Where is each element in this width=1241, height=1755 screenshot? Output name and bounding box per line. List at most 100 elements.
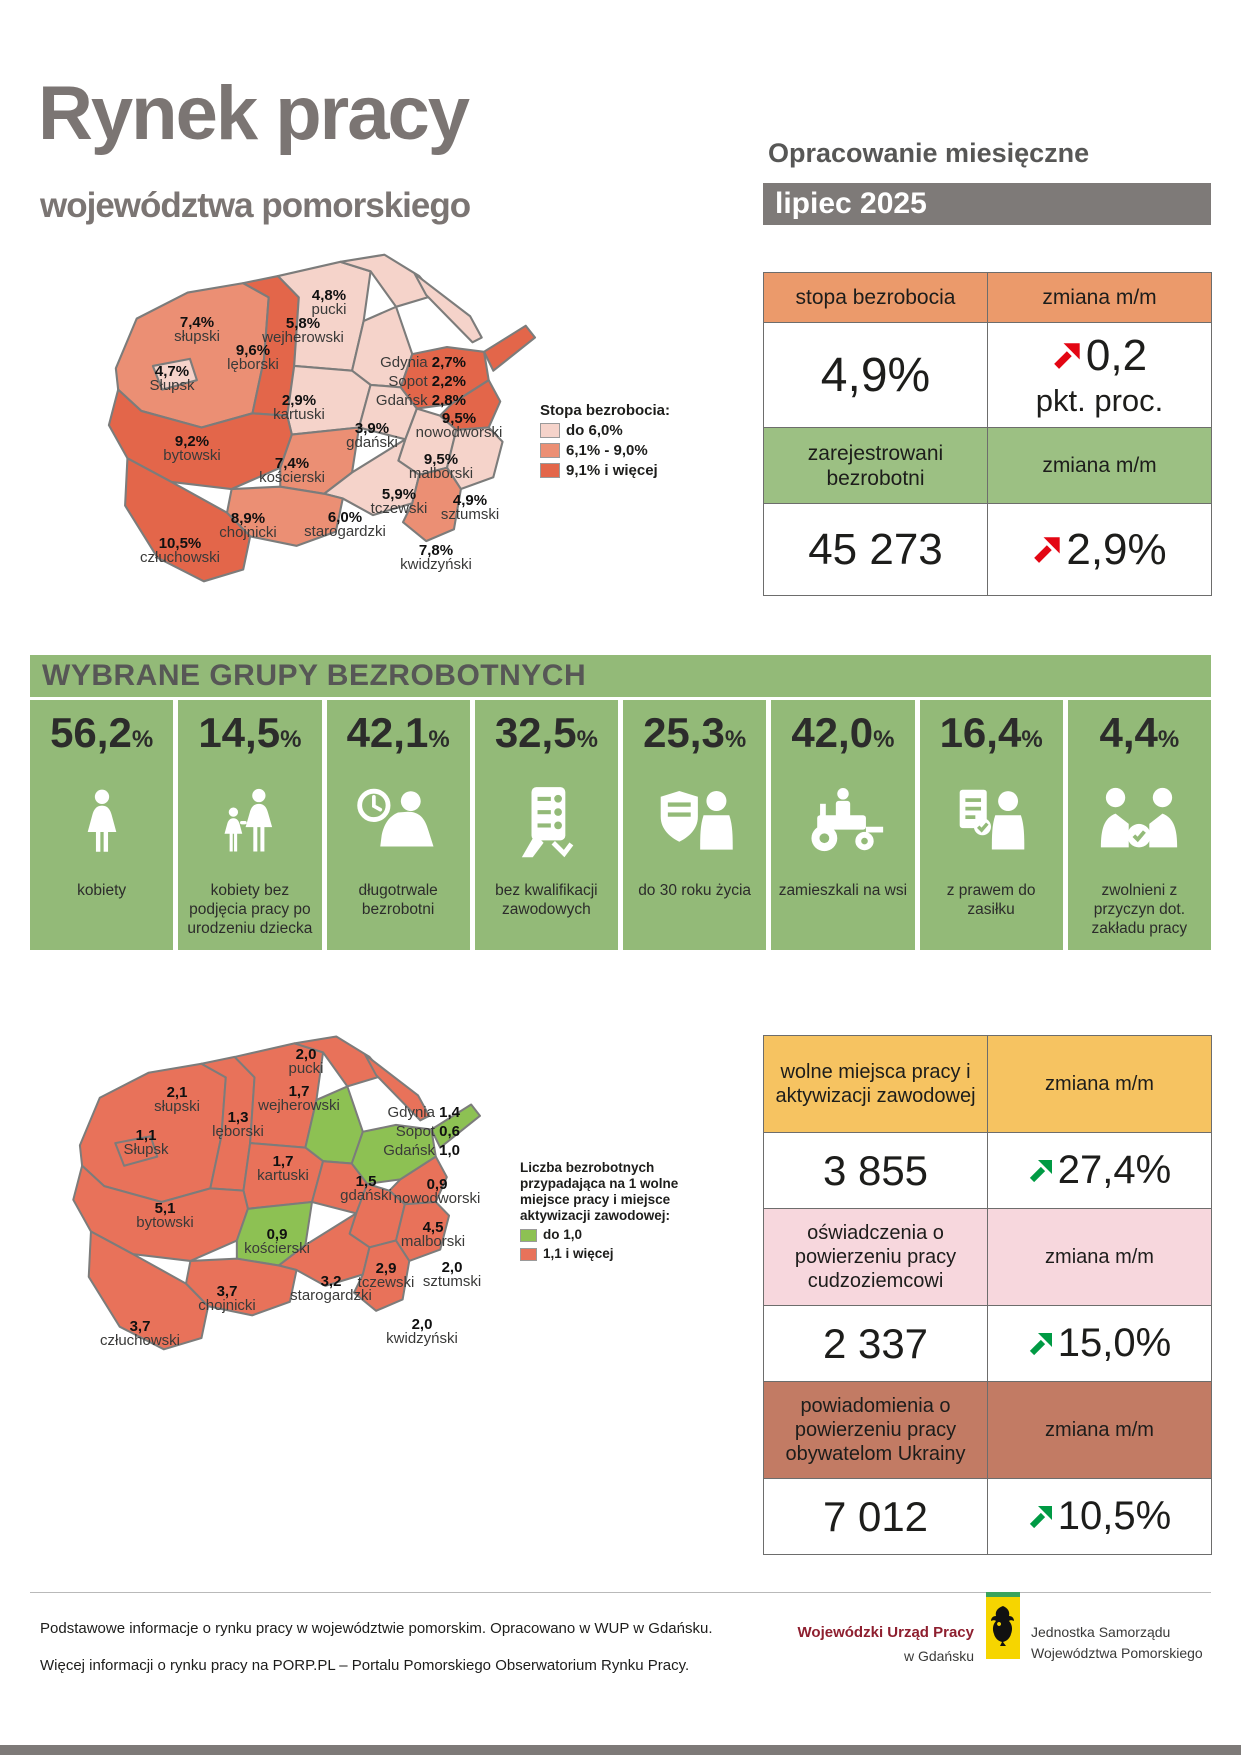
map1-label-wejherowski: 5,8% wejherowski	[262, 315, 344, 346]
map1-label-pucki: 4,8% pucki	[311, 287, 347, 318]
map1-label-koscierski: 7,4% kościerski	[259, 455, 325, 486]
change-mm-header-3: zmiana m/m	[988, 1036, 1212, 1133]
map1-legend-item-high: 9,1% i więcej	[540, 462, 670, 479]
map1-legend-title: Stopa bezrobocia:	[540, 402, 671, 419]
map1-label-tczewski: 5,9% tczewski	[370, 486, 428, 517]
period-label: lipiec 2025	[775, 187, 927, 220]
group-box-no-qualifications: 32,5% bez kwalifikacji zawodowych	[474, 700, 618, 950]
map2-label-kartuski: 1,7 kartuski	[257, 1153, 309, 1184]
group-box-under-30: 25,3% do 30 roku życia	[623, 700, 767, 950]
bottom-bar	[0, 1745, 1241, 1755]
region-czluchowski-shape	[87, 1230, 210, 1351]
vacancies-header: wolne miejsca pracy i aktywizacji zawodo…	[764, 1036, 988, 1133]
map2-label-bytowski: 5,1 bytowski	[136, 1200, 194, 1231]
wup-city: w Gdańsku	[903, 1648, 974, 1664]
ukraine-notifications-header: powiadomienia o powierzeniu pracy obywat…	[764, 1382, 988, 1479]
map1-label-czluchowski: 10,5% człuchowski	[139, 535, 221, 566]
ukraine-notifications-value: 7 012	[764, 1479, 988, 1555]
change-mm-header-1: zmiana m/m	[988, 273, 1212, 323]
unemployment-table: stopa bezrobocia zmiana m/m 4,9% 0,2 pkt…	[763, 272, 1212, 596]
region-slupsk-city-shape	[151, 357, 198, 391]
group-box-long-term: 42,1% długotrwale bezrobotni	[326, 700, 470, 950]
footer-divider	[30, 1592, 1211, 1593]
up-arrow-icon	[1052, 341, 1082, 371]
change-mm-header-2: zmiana m/m	[988, 428, 1212, 504]
map2-label-chojnicki: 3,7 chojnicki	[198, 1283, 256, 1314]
map1-label-kartuski: 2,9% kartuski	[273, 392, 325, 423]
woman-with-child-icon	[219, 773, 281, 869]
up-arrow-icon	[1032, 535, 1062, 565]
unemployment-rate-header: stopa bezrobocia	[764, 273, 988, 323]
vistula-spit-shape	[430, 1103, 481, 1149]
map1-label-malborski: 9,5% malborski	[408, 451, 474, 482]
up-arrow-icon	[1028, 1331, 1054, 1357]
map2-label-kwidzynski: 2,0 kwidzyński	[386, 1316, 458, 1347]
vacancies-map	[72, 1035, 481, 1351]
tractor-icon	[800, 773, 886, 869]
map1-label-sztumski: 4,9% sztumski	[440, 492, 500, 523]
group-box-laid-off: 4,4% zwolnieni z przyczyn dot. zakładu p…	[1067, 700, 1211, 950]
map2-label-koscierski: 0,9 kościerski	[244, 1226, 310, 1257]
wup-name: Wojewódzki Urząd Pracy	[797, 1624, 974, 1641]
up-arrow-icon	[1028, 1158, 1054, 1184]
vacancies-change: 27,4%	[988, 1133, 1212, 1209]
selected-groups-title: WYBRANE GRUPY BEZROBOTNYCH	[42, 659, 587, 692]
footer-text-2: Więcej informacji o rynku pracy na PORP.…	[40, 1657, 690, 1674]
legend-swatch-dark	[540, 463, 560, 478]
map1-label-starogardzki: 6,0% starogardzki	[304, 509, 386, 540]
registered-unemployed-value: 45 273	[764, 504, 988, 596]
map1-label-kwidzynski: 7,8% kwidzyński	[400, 542, 472, 573]
map1-label-leborski: 9,6% lęborski	[227, 342, 279, 373]
map2-label-wejherowski: 1,7 wejherowski	[258, 1083, 340, 1114]
map2-label-sztumski: 2,0 sztumski	[422, 1259, 482, 1290]
group-box-benefit: 16,4% z prawem do zasiłku	[919, 700, 1063, 950]
group-box-women-after-childbirth: 14,5% kobiety bez podjęcia pracy po urod…	[178, 700, 322, 950]
map2-label-czluchowski: 3,7 człuchowski	[99, 1318, 181, 1349]
map2-label-nowodworski: 0,9 nowodworski	[393, 1176, 481, 1207]
hel-peninsula-shape	[413, 272, 483, 344]
group-box-women: 56,2% kobiety	[30, 700, 174, 950]
region-slupsk-city-shape	[114, 1135, 159, 1167]
handshake-check-icon	[1095, 773, 1183, 869]
map2-label-slupski: 2,1 słupski	[154, 1084, 200, 1115]
change-mm-header-4: zmiana m/m	[988, 1209, 1212, 1306]
map2-city-labels: Gdynia 1,4 Sopot 0,6 Gdańsk 1,0	[383, 1104, 460, 1159]
map2-legend-item-low: do 1,0	[520, 1227, 680, 1243]
unemployed-groups-row: 56,2% kobiety 14,5% kobiety bez podjęcia…	[30, 700, 1211, 950]
benefit-document-person-icon	[954, 773, 1028, 869]
foreigner-declarations-change: 15,0%	[988, 1306, 1212, 1382]
period-band: lipiec 2025	[763, 183, 1211, 225]
pomorskie-flag-logo	[986, 1592, 1020, 1659]
region-kwidzynski-shape	[401, 466, 462, 543]
map2-legend-title: Liczba bezrobotnych przypadająca na 1 wo…	[520, 1160, 679, 1223]
legend-swatch-light	[540, 423, 560, 438]
registered-unemployed-header: zarejestrowani bezrobotni	[764, 428, 988, 504]
vacancies-table: wolne miejsca pracy i aktywizacji zawodo…	[763, 1035, 1212, 1555]
up-arrow-icon	[1028, 1504, 1054, 1530]
foreigner-declarations-value: 2 337	[764, 1306, 988, 1382]
monthly-report-label: Opracowanie miesięczne	[768, 138, 1090, 168]
footer-text-1: Podstawowe informacje o rynku pracy w wo…	[40, 1620, 713, 1637]
hel-peninsula-shape	[364, 1053, 431, 1122]
vistula-spit-shape	[483, 324, 537, 372]
map1-legend: Stopa bezrobocia: do 6,0% 6,1% - 9,0% 9,…	[540, 402, 670, 479]
unemployment-rate-map	[107, 253, 537, 583]
map2-label-starogardzki: 3,2 starogardzki	[290, 1273, 372, 1304]
map2-label-malborski: 4,5 malborski	[400, 1219, 466, 1250]
shield-person-icon	[655, 773, 735, 869]
clock-person-icon	[354, 773, 442, 869]
legend-swatch-green	[520, 1228, 537, 1242]
legend-swatch-mid	[540, 443, 560, 458]
map1-legend-item-low: do 6,0%	[540, 422, 670, 439]
foreigner-declarations-header: oświadczenia o powierzeniu pracy cudzozi…	[764, 1209, 988, 1306]
map1-label-slupsk: 4,7% Słupsk	[149, 363, 195, 394]
region-kwidzynski-shape	[353, 1239, 411, 1312]
griffin-icon	[986, 1597, 1020, 1659]
unemployment-rate-value: 4,9%	[764, 323, 988, 428]
map1-city-labels: Gdynia 2,7% Sopot 2,2% Gdańsk 2,8%	[375, 354, 466, 409]
page-subtitle: województwa pomorskiego	[40, 186, 471, 225]
woman-icon	[80, 773, 124, 869]
map2-legend: Liczba bezrobotnych przypadająca na 1 wo…	[520, 1160, 680, 1262]
map2-label-pucki: 2,0 pucki	[288, 1046, 324, 1077]
